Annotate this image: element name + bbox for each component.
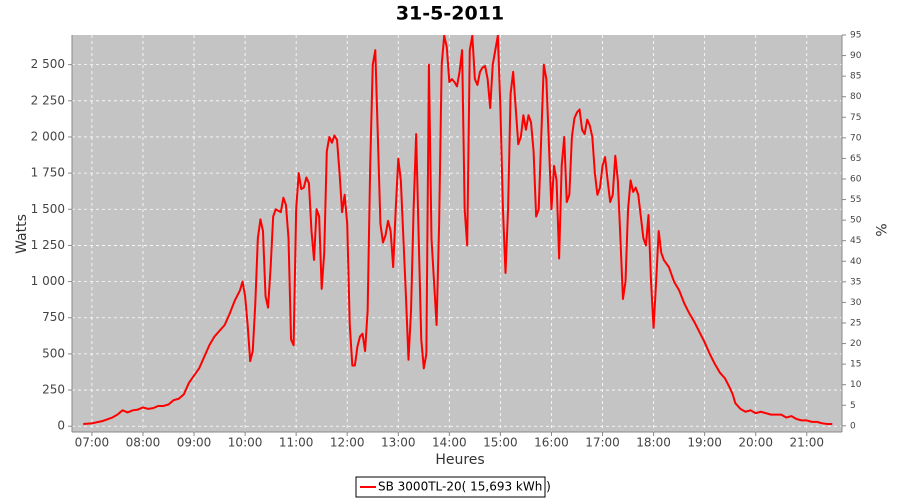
y2-tick-label: 65 [850, 154, 861, 164]
y-tick-label: 2 000 [31, 129, 65, 143]
y2-tick-label: 50 [850, 216, 862, 226]
y2-tick-label: 25 [850, 318, 861, 328]
y2-tick-label: 60 [850, 174, 862, 184]
y-tick-label: 1 250 [31, 238, 65, 252]
grid [72, 35, 842, 432]
x-tick-label: 21:00 [789, 436, 824, 450]
y2-tick-label: 15 [850, 360, 861, 370]
x-axis-title: Heures [435, 452, 484, 468]
plot-area [72, 35, 842, 432]
y2-tick-label: 35 [850, 277, 861, 287]
x-tick-label: 07:00 [75, 436, 110, 450]
legend-label: SB 3000TL-20( 15,693 kWh ) [378, 480, 551, 494]
y2-tick-label: 0 [850, 421, 856, 431]
y2-tick-label: 55 [850, 195, 861, 205]
y-tick-label: 500 [42, 346, 65, 360]
y2-axis-title: % [872, 223, 888, 236]
y-tick-label: 250 [42, 383, 65, 397]
series-line [83, 35, 833, 426]
x-tick-label: 16:00 [534, 436, 569, 450]
x-tick-label: 20:00 [738, 436, 773, 450]
y-tick-label: 750 [42, 310, 65, 324]
y2-tick-label: 45 [850, 236, 861, 246]
x-tick-label: 15:00 [483, 436, 518, 450]
y2-tick-label: 70 [850, 133, 862, 143]
x-tick-label: 14:00 [432, 436, 467, 450]
y-tick-label: 2 250 [31, 93, 65, 107]
legend [355, 476, 546, 498]
x-tick-label: 12:00 [330, 436, 365, 450]
y2-tick-label: 40 [850, 257, 862, 267]
x-tick-label: 19:00 [687, 436, 722, 450]
y2-tick-label: 30 [850, 298, 862, 308]
x-tick-label: 11:00 [279, 436, 314, 450]
y2-tick-label: 75 [850, 113, 861, 123]
y2-tick-label: 5 [850, 401, 856, 411]
y-axis-title: Watts [14, 214, 30, 254]
y2-tick-label: 20 [850, 339, 862, 349]
x-tick-label: 09:00 [177, 436, 212, 450]
y2-tick-label: 85 [850, 72, 861, 82]
chart-title: 31-5-2011 [396, 3, 504, 25]
y2-tick-label: 80 [850, 92, 862, 102]
x-tick-label: 13:00 [381, 436, 416, 450]
y-tick-label: 1 000 [31, 274, 65, 288]
y-tick-label: 0 [57, 419, 65, 433]
series-layer [83, 35, 833, 426]
y2-tick-label: 95 [850, 31, 861, 41]
x-tick-label: 18:00 [636, 436, 671, 450]
y2-tick-label: 90 [850, 51, 862, 61]
x-tick-label: 17:00 [585, 436, 620, 450]
y2-tick-label: 10 [850, 380, 862, 390]
y-tick-label: 1 750 [31, 166, 65, 180]
y-tick-label: 2 500 [31, 57, 65, 71]
x-tick-label: 10:00 [228, 436, 263, 450]
x-tick-label: 08:00 [126, 436, 161, 450]
y-tick-label: 1 500 [31, 202, 65, 216]
